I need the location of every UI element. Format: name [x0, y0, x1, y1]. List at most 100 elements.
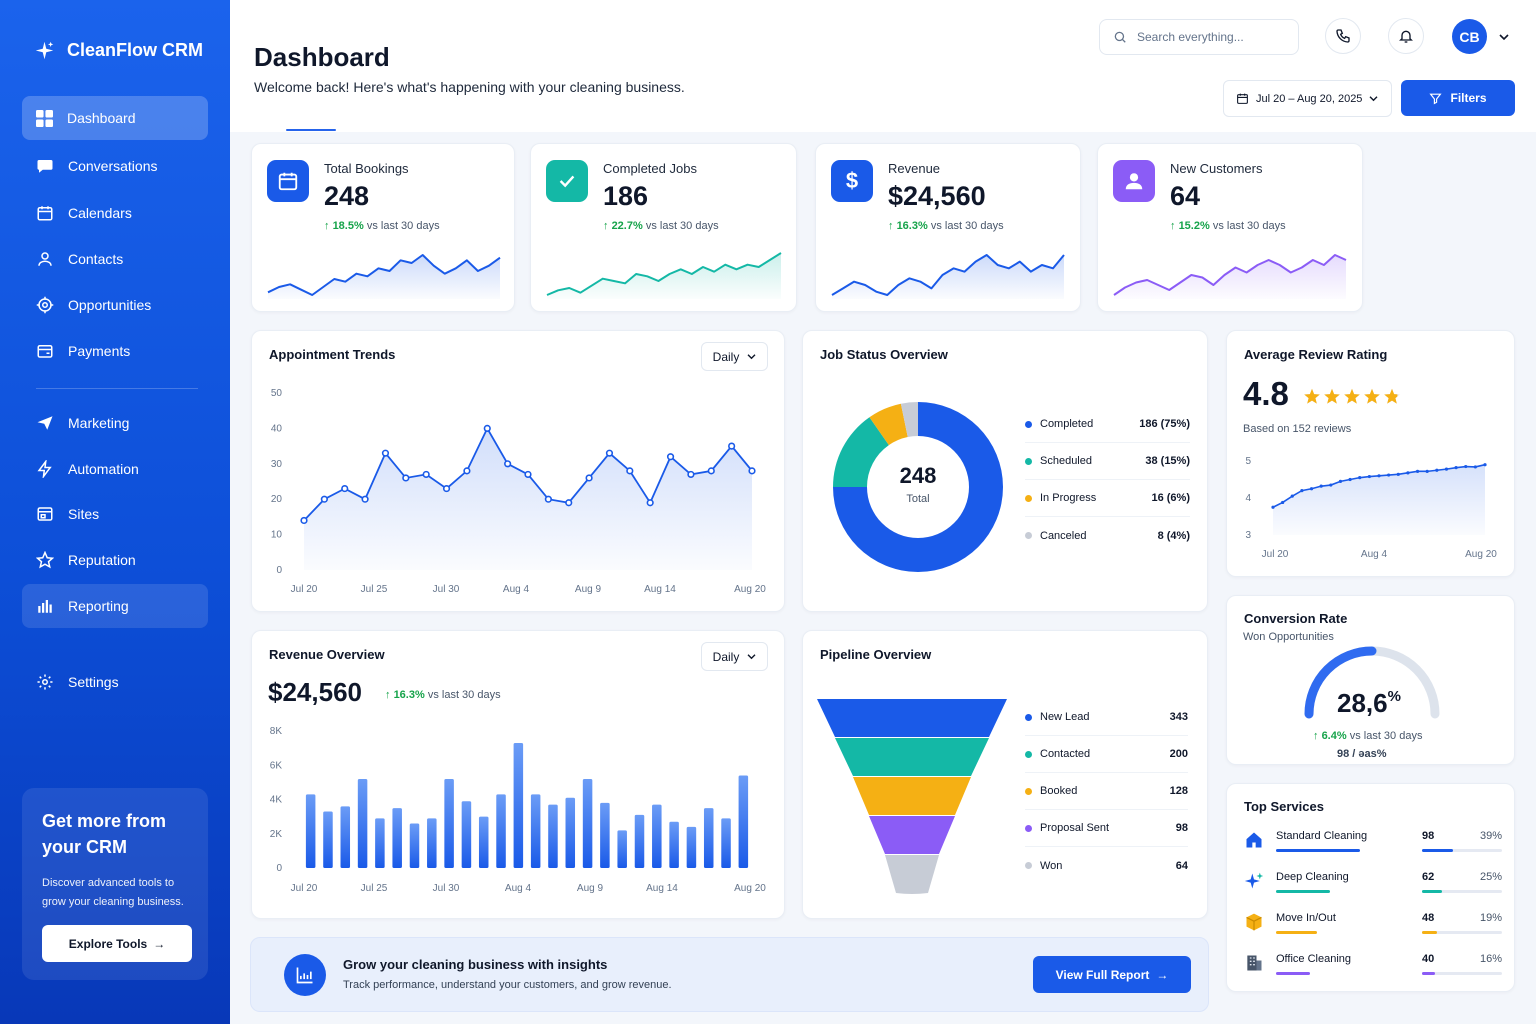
- sidebar: CleanFlow CRM Dashboard Conversations Ca…: [0, 0, 230, 1024]
- chevron-down-icon[interactable]: [1499, 33, 1509, 41]
- card-title: Revenue Overview: [269, 647, 385, 662]
- legend-dot: [1025, 862, 1032, 869]
- service-progress-fill: [1422, 890, 1442, 893]
- y-tick-label: 3: [1245, 530, 1251, 541]
- avatar[interactable]: CB: [1452, 19, 1487, 54]
- legend-value: 186 (75%): [1139, 418, 1190, 430]
- conversion-unit: %: [1387, 688, 1401, 705]
- legend-value: 16 (6%): [1151, 492, 1190, 504]
- insights-banner: Grow your cleaning business with insight…: [250, 937, 1209, 1012]
- y-tick-label: 20: [271, 494, 283, 505]
- date-range-label: Jul 20 – Aug 20, 2025: [1256, 92, 1363, 105]
- kpi-trend: ↑ 22.7% vs last 30 days: [603, 220, 719, 232]
- sidebar-item-marketing[interactable]: Marketing: [22, 401, 208, 445]
- kpi-change: 18.5%: [332, 220, 364, 232]
- explore-tools-button[interactable]: Explore Tools →: [42, 925, 192, 962]
- brand[interactable]: CleanFlow CRM: [34, 40, 203, 61]
- service-progress-track: [1422, 931, 1502, 934]
- revenue-bar: [409, 823, 420, 868]
- job-status-donut: [833, 402, 1003, 572]
- service-count: 40: [1422, 953, 1435, 965]
- funnel-stage: [853, 777, 971, 815]
- banner-title: Grow your cleaning business with insight…: [343, 957, 608, 972]
- sidebar-item-sites[interactable]: Sites: [22, 492, 208, 536]
- star-filled: [1344, 388, 1360, 404]
- sidebar-item-calendars[interactable]: Calendars: [22, 191, 208, 235]
- legend-dot: [1025, 457, 1032, 465]
- date-range-picker[interactable]: Jul 20 – Aug 20, 2025: [1223, 80, 1392, 117]
- kpi-label: Completed Jobs: [603, 161, 697, 176]
- sidebar-item-payments[interactable]: Payments: [22, 329, 208, 373]
- revenue-bar: [617, 830, 627, 868]
- funnel-stage: [835, 738, 989, 776]
- legend-dot: [1025, 420, 1032, 428]
- sidebar-item-label: Conversations: [68, 158, 158, 174]
- y-tick-label: 40: [271, 423, 283, 434]
- service-row[interactable]: Office Cleaning 40 16%: [1244, 953, 1502, 993]
- card-title: Pipeline Overview: [820, 647, 932, 662]
- page-subtitle: Welcome back! Here's what's happening wi…: [254, 79, 685, 95]
- phone-button[interactable]: [1325, 18, 1361, 54]
- card-title: Top Services: [1244, 799, 1324, 814]
- sparkle-logo-icon: [35, 41, 54, 60]
- kpi-value: 248: [324, 181, 370, 211]
- x-tick-label: Aug 9: [575, 584, 602, 595]
- x-tick-label: Aug 20: [734, 584, 766, 595]
- service-row[interactable]: Move In/Out 48 19%: [1244, 912, 1502, 952]
- kpi-trend: ↑ 16.3% vs last 30 days: [888, 220, 1004, 232]
- legend-dot: [1025, 494, 1032, 502]
- browser-icon: [37, 507, 53, 521]
- x-tick-label: Jul 30: [433, 584, 460, 595]
- sidebar-item-contacts[interactable]: Contacts: [22, 237, 208, 281]
- kpi-sparkline: [1113, 254, 1347, 299]
- sidebar-item-opportunities[interactable]: Opportunities: [22, 283, 208, 327]
- revenue-bar: [721, 818, 731, 868]
- appointment-trends-card: Appointment Trends Daily 0 10 20 30 40 50 Jul …: [251, 330, 785, 612]
- y-tick-label: 5: [1245, 456, 1251, 467]
- service-progress-track: [1422, 849, 1502, 852]
- donut-slice: [833, 417, 889, 487]
- filters-button[interactable]: Filters: [1401, 80, 1515, 116]
- sidebar-item-reputation[interactable]: Reputation: [22, 538, 208, 582]
- kpi-label: Total Bookings: [324, 161, 409, 176]
- donut-slice: [833, 402, 1003, 572]
- legend-value: 343: [1169, 711, 1188, 723]
- revenue-overview-card: Revenue Overview Daily $24,560 ↑ 16.3% v…: [251, 630, 785, 919]
- pipeline-card: Pipeline Overview New Lead 343 Contacted 20…: [802, 630, 1208, 919]
- revenue-bar: [323, 811, 333, 868]
- sidebar-item-label: Calendars: [68, 205, 132, 221]
- legend-row: Won 64: [1025, 847, 1188, 884]
- sidebar-item-dashboard[interactable]: Dashboard: [22, 96, 208, 140]
- conversion-ratio: 98 / ǝas%: [1337, 748, 1387, 760]
- data-point: [361, 495, 369, 503]
- legend-value: 64: [1175, 859, 1188, 872]
- notifications-button[interactable]: [1388, 18, 1424, 54]
- sparkle-icon: [1244, 871, 1264, 891]
- y-tick-label: 30: [271, 459, 283, 470]
- period-select[interactable]: Daily: [701, 342, 768, 371]
- kpi-card-completed-jobs: Completed Jobs 186 ↑ 22.7% vs last 30 da…: [530, 143, 797, 312]
- view-full-report-button[interactable]: View Full Report →: [1033, 956, 1191, 993]
- service-count: 48: [1422, 912, 1435, 924]
- period-select[interactable]: Daily: [701, 642, 768, 671]
- trend-up-icon: ↑: [888, 220, 897, 232]
- promo-text: Discover advanced tools to grow your cle…: [42, 877, 184, 908]
- search-input[interactable]: Search everything...: [1099, 19, 1299, 55]
- kpi-vs: vs last 30 days: [645, 220, 719, 232]
- kpi-label: New Customers: [1170, 161, 1263, 176]
- kpi-value: $24,560: [888, 181, 986, 211]
- legend-row: Canceled 8 (4%): [1025, 517, 1190, 554]
- conversion-rate-card: Conversion Rate Won Opportunities 28,6% …: [1226, 595, 1515, 765]
- service-progress-track: [1422, 972, 1502, 975]
- sidebar-item-reporting[interactable]: Reporting: [22, 584, 208, 628]
- revenue-vs: vs last 30 days: [427, 689, 501, 701]
- sidebar-item-settings[interactable]: Settings: [22, 660, 208, 704]
- kpi-label: Revenue: [888, 161, 941, 176]
- service-row[interactable]: Standard Cleaning 98 39%: [1244, 830, 1502, 870]
- revenue-bar: [444, 778, 454, 868]
- sparkline-line: [831, 254, 1065, 296]
- sidebar-item-automation[interactable]: Automation: [22, 447, 208, 491]
- y-tick-label: 8K: [270, 726, 283, 737]
- sidebar-item-conversations[interactable]: Conversations: [22, 144, 208, 188]
- service-row[interactable]: Deep Cleaning 62 25%: [1244, 871, 1502, 911]
